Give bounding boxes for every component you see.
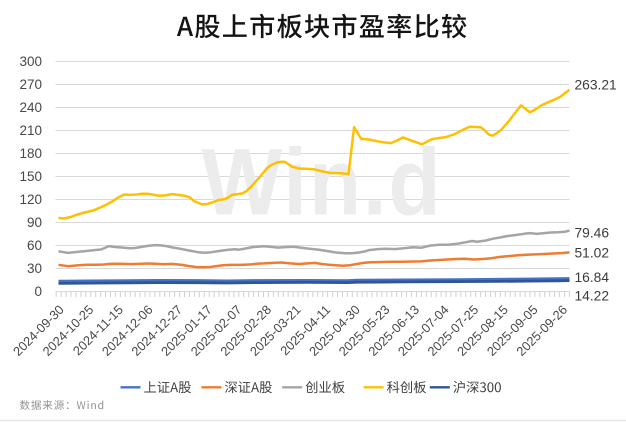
- svg-text:30: 30: [27, 261, 42, 276]
- svg-text:90: 90: [27, 215, 42, 230]
- svg-text:210: 210: [19, 123, 42, 138]
- svg-text:300: 300: [19, 54, 42, 69]
- svg-text:263.21: 263.21: [575, 78, 617, 93]
- svg-text:14.22: 14.22: [575, 289, 610, 304]
- svg-text:120: 120: [19, 192, 42, 207]
- svg-text:60: 60: [27, 238, 42, 253]
- svg-text:0: 0: [34, 284, 42, 299]
- svg-text:240: 240: [19, 100, 42, 115]
- svg-text:150: 150: [19, 169, 42, 184]
- svg-text:79.46: 79.46: [575, 226, 610, 241]
- svg-text:Win.d: Win.d: [202, 129, 443, 235]
- svg-text:51.02: 51.02: [575, 246, 610, 261]
- svg-text:180: 180: [19, 146, 42, 161]
- svg-text:16.84: 16.84: [575, 270, 610, 285]
- svg-text:270: 270: [19, 77, 42, 92]
